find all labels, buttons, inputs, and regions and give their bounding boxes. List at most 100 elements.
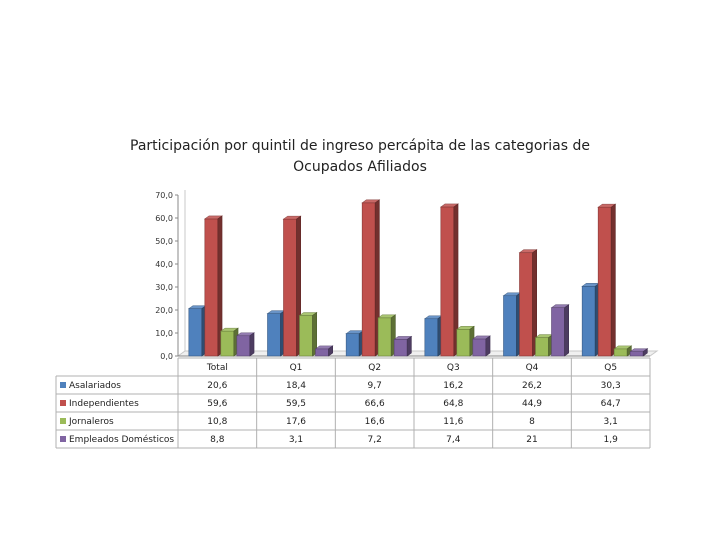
data-label: 66,6 xyxy=(365,399,385,409)
data-label: 17,6 xyxy=(286,417,306,427)
data-label: 64,7 xyxy=(601,399,621,409)
data-label: 30,3 xyxy=(601,381,621,391)
data-label: 3,1 xyxy=(604,417,618,427)
legend-swatch xyxy=(60,436,66,442)
bar-front xyxy=(629,351,644,357)
data-label: 7,2 xyxy=(368,435,382,445)
bar xyxy=(235,332,255,357)
bar-front xyxy=(535,337,549,357)
data-label: 8,8 xyxy=(210,435,225,445)
bar xyxy=(187,305,207,357)
bar-front xyxy=(519,252,533,357)
bar-front xyxy=(503,295,517,357)
bar-front xyxy=(188,308,203,357)
bar-front xyxy=(345,333,360,357)
bar-side xyxy=(249,332,255,357)
bar xyxy=(550,304,570,357)
y-tick-label: 40,0 xyxy=(155,260,173,269)
bar-front xyxy=(393,339,408,357)
bar-front xyxy=(440,206,455,357)
data-label: 11,6 xyxy=(443,417,463,427)
data-label: 44,9 xyxy=(522,399,542,409)
legend-swatch xyxy=(60,400,66,406)
chart-title-line-2: Ocupados Afiliados xyxy=(293,159,427,175)
bar-front xyxy=(283,218,297,357)
bar-front xyxy=(267,313,281,357)
bar xyxy=(423,315,443,357)
bar xyxy=(455,325,475,357)
chart-title-line-1: Participación por quintil de ingreso per… xyxy=(130,138,590,154)
bar xyxy=(282,215,302,357)
bar xyxy=(613,345,633,357)
bar xyxy=(518,249,538,357)
bar-side xyxy=(564,304,570,357)
bar-front xyxy=(236,335,251,357)
bar xyxy=(314,345,334,357)
bar-side xyxy=(406,335,412,357)
data-label: 26,2 xyxy=(522,381,542,391)
bar-front xyxy=(456,329,471,357)
bar-front xyxy=(597,206,612,357)
legend-swatch xyxy=(60,418,66,424)
legend-label: Asalariados xyxy=(69,381,121,391)
data-label: 59,5 xyxy=(286,399,306,409)
category-label: Q5 xyxy=(604,363,617,373)
data-label: 8 xyxy=(529,417,535,427)
bar-front xyxy=(315,348,329,357)
bar xyxy=(377,314,397,357)
data-label: 21 xyxy=(526,435,537,445)
bar xyxy=(203,215,223,357)
bar-side xyxy=(485,335,491,357)
data-label: 18,4 xyxy=(286,381,306,391)
data-label: 1,9 xyxy=(604,435,619,445)
bar xyxy=(393,335,413,357)
bar xyxy=(629,348,649,357)
category-label: Q4 xyxy=(526,363,539,373)
bar-front xyxy=(361,202,376,357)
data-label: 20,6 xyxy=(207,381,227,391)
y-tick-label: 30,0 xyxy=(155,283,173,292)
bar-front xyxy=(613,348,628,357)
bar xyxy=(219,327,239,357)
bar xyxy=(471,335,491,357)
bar-front xyxy=(581,286,596,357)
bar xyxy=(266,310,286,357)
bar-front xyxy=(204,218,219,357)
bar xyxy=(502,292,522,357)
bar xyxy=(597,203,617,357)
bar xyxy=(581,282,601,357)
data-label: 64,8 xyxy=(443,399,463,409)
data-label: 3,1 xyxy=(289,435,303,445)
legend-label: Independientes xyxy=(69,399,139,409)
bar-front xyxy=(220,330,235,357)
y-tick-label: 10,0 xyxy=(155,329,173,338)
data-label: 7,4 xyxy=(446,435,461,445)
y-tick-label: 50,0 xyxy=(155,237,173,246)
bar xyxy=(298,311,318,357)
bar-front xyxy=(551,307,565,357)
bar-side xyxy=(328,345,334,357)
data-label: 10,8 xyxy=(207,417,227,427)
bar-front xyxy=(424,318,439,357)
data-label: 16,2 xyxy=(443,381,463,391)
data-label: 59,6 xyxy=(207,399,227,409)
bar-side xyxy=(642,348,648,357)
bar xyxy=(361,199,381,357)
bar xyxy=(534,334,554,357)
legend-swatch xyxy=(60,382,66,388)
bar-front xyxy=(472,338,487,357)
y-tick-label: 70,0 xyxy=(155,191,173,200)
legend-label: Jornaleros xyxy=(68,417,114,427)
legend-label: Empleados Domésticos xyxy=(69,434,174,445)
bar-front xyxy=(377,317,392,357)
y-tick-label: 20,0 xyxy=(155,306,173,315)
bar-front xyxy=(299,315,313,357)
bar xyxy=(439,203,459,357)
category-label: Q3 xyxy=(447,363,460,373)
data-label: 16,6 xyxy=(365,417,385,427)
category-label: Total xyxy=(206,363,228,373)
category-label: Q1 xyxy=(290,363,303,373)
bar-side xyxy=(610,203,616,357)
bar xyxy=(345,330,365,357)
